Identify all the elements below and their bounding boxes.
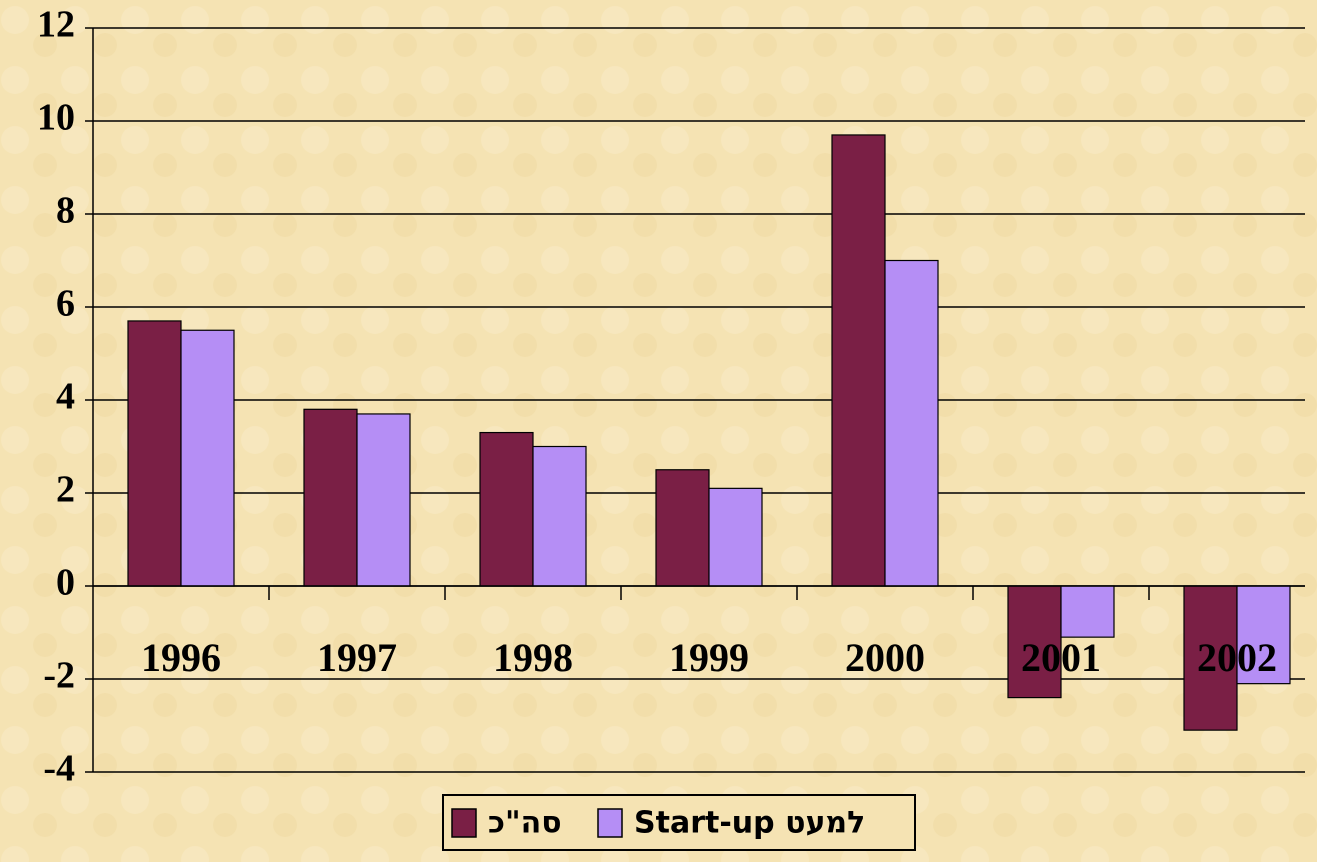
x-tick-label: 1998 [493, 635, 573, 680]
bar [1060, 585, 1115, 638]
bar [180, 329, 235, 587]
bar [303, 408, 358, 587]
bar [884, 259, 939, 587]
bar [1236, 585, 1291, 685]
bar [356, 413, 411, 587]
bar [479, 431, 534, 587]
x-tick-label: 2001 [1021, 635, 1101, 680]
legend-box [442, 794, 916, 851]
y-tick-label: 0 [56, 562, 75, 604]
x-tick-label: 2002 [1197, 635, 1277, 680]
legend: סה"כ למעט Start-up [442, 794, 916, 851]
bar [831, 134, 886, 587]
x-tick-label: 1999 [669, 635, 749, 680]
y-tick-label: -4 [43, 748, 75, 790]
bar [127, 320, 182, 587]
y-tick-label: -2 [43, 655, 75, 697]
legend-label: סה"כ [488, 806, 562, 841]
y-tick-label: 2 [56, 469, 75, 511]
y-tick-label: 10 [37, 97, 75, 139]
y-tick-label: 4 [56, 376, 75, 418]
x-tick-label: 1997 [317, 635, 397, 680]
legend-swatch [451, 808, 477, 838]
bar [532, 445, 587, 587]
x-tick-label: 2000 [845, 635, 925, 680]
bar [708, 487, 763, 587]
bar [655, 469, 710, 587]
y-tick-label: 6 [56, 283, 75, 325]
y-tick-label: 8 [56, 190, 75, 232]
legend-swatch [597, 808, 623, 838]
y-tick-label: 12 [37, 4, 75, 46]
bar [1183, 585, 1238, 731]
bar [1007, 585, 1062, 699]
x-tick-label: 1996 [141, 635, 221, 680]
legend-label: למעט Start-up [634, 806, 865, 841]
